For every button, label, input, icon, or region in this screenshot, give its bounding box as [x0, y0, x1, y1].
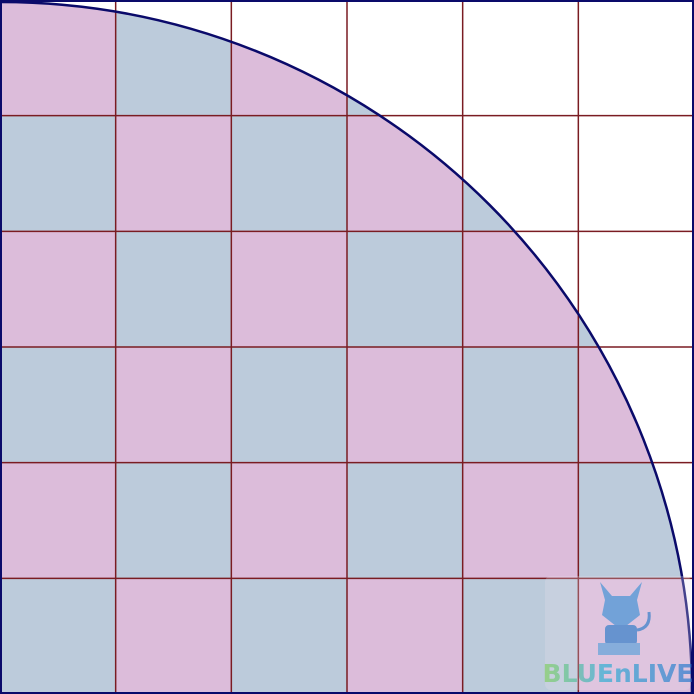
grid-cell [462, 462, 579, 579]
watermark-text: BLUEnLIVE [543, 659, 694, 688]
grid-cell [115, 347, 232, 464]
grid-cell [578, 462, 692, 579]
grid-cell [115, 578, 232, 694]
grid-cell [0, 2, 117, 117]
grid-cell [231, 231, 348, 348]
grid-cell [231, 2, 348, 117]
grid-cell [231, 115, 348, 232]
grid-cell [115, 2, 232, 117]
grid-cell [347, 347, 464, 464]
grid-cell [462, 578, 579, 694]
grid-cell [115, 462, 232, 579]
grid-cell [462, 347, 579, 464]
grid-cell [347, 462, 464, 579]
grid-cell [0, 347, 117, 464]
grid-cell [578, 231, 692, 348]
grid-cell [115, 231, 232, 348]
grid-cell [578, 347, 692, 464]
grid-cell [578, 2, 692, 117]
grid-cell [0, 462, 117, 579]
grid-cell [462, 115, 579, 232]
grid-cell [231, 462, 348, 579]
grid-cell [347, 578, 464, 694]
watermark-logo: BLUEnLIVE [543, 576, 694, 690]
grid-cell [0, 115, 117, 232]
grid-cell [347, 231, 464, 348]
grid-cell [578, 115, 692, 232]
grid-cell [347, 2, 464, 117]
grid-cell [0, 578, 117, 694]
grid-cell [231, 347, 348, 464]
grid-cell [0, 231, 117, 348]
grid-cell [231, 578, 348, 694]
grid-cell [115, 115, 232, 232]
grid-cell [462, 2, 579, 117]
